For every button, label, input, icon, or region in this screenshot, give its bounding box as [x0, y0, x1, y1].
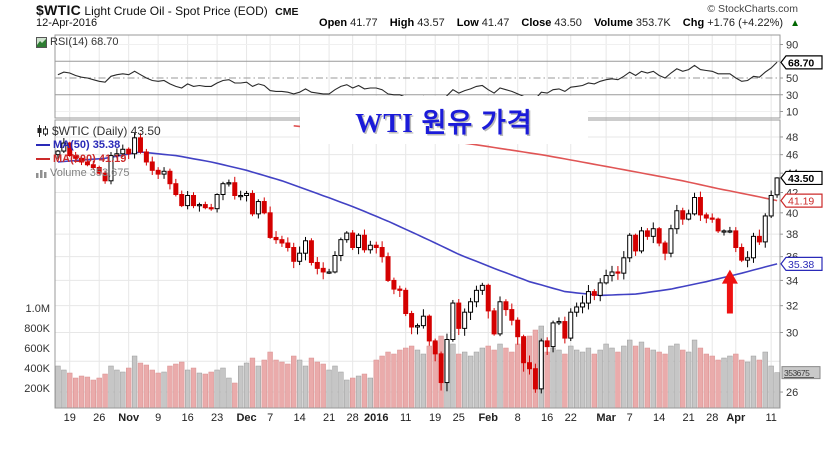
copyright-label: © StockCharts.com	[707, 3, 798, 15]
svg-text:Apr: Apr	[726, 412, 746, 424]
svg-text:10: 10	[786, 107, 798, 119]
chg-value: +1.76 (+4.22%)	[707, 17, 784, 29]
svg-text:48: 48	[786, 132, 798, 144]
last-price-box: 43.50	[780, 170, 823, 186]
svg-text:19: 19	[64, 412, 76, 424]
volume-bars-icon	[36, 170, 47, 178]
indicator-icon	[36, 36, 47, 48]
svg-text:40: 40	[786, 208, 798, 220]
svg-text:7: 7	[267, 412, 273, 424]
svg-text:32: 32	[786, 301, 798, 313]
svg-text:46: 46	[786, 150, 798, 162]
svg-text:22: 22	[565, 412, 577, 424]
svg-text:43.50: 43.50	[788, 173, 814, 185]
svg-text:Mar: Mar	[596, 412, 616, 424]
svg-text:25: 25	[453, 412, 465, 424]
svg-text:Nov: Nov	[118, 412, 140, 424]
close-value: 43.50	[554, 17, 582, 29]
chart-date: 12-Apr-2016	[36, 17, 98, 29]
svg-text:800K: 800K	[24, 323, 50, 335]
svg-text:11: 11	[765, 412, 776, 424]
svg-text:21: 21	[323, 412, 335, 424]
ma200-swatch	[36, 158, 50, 161]
instrument-name: Light Crude Oil - Spot Price (EOD)	[84, 4, 268, 18]
ma50-line	[57, 151, 778, 297]
svg-text:35.38: 35.38	[788, 259, 814, 271]
volume-value: 353.7K	[635, 17, 671, 29]
high-label: High	[389, 17, 415, 29]
svg-text:8: 8	[515, 412, 521, 424]
volume-label: Volume	[593, 17, 633, 29]
quote-summary: Open 41.77 High 43.57 Low 41.47 Close 43.50 …	[310, 17, 800, 29]
low-value: 41.47	[481, 17, 510, 29]
svg-text:600K: 600K	[24, 343, 50, 355]
svg-text:7: 7	[627, 412, 633, 424]
ma50-value-box: 35.38	[780, 256, 823, 271]
chart-title-line: $WTIC Light Crude Oil - Spot Price (EOD)…	[36, 2, 299, 18]
symbol-label: $WTIC	[36, 2, 82, 18]
svg-text:38: 38	[786, 229, 798, 241]
svg-text:23: 23	[211, 412, 223, 424]
svg-text:14: 14	[653, 412, 665, 424]
svg-text:34: 34	[786, 275, 798, 287]
axis-labels: 4846444240383634323026905030101.0M800K60…	[24, 40, 798, 425]
high-value: 43.57	[417, 17, 445, 29]
chg-label: Chg	[682, 17, 705, 29]
annotation-text: WTI 원유 가격	[355, 107, 533, 138]
exchange-label: CME	[275, 6, 299, 18]
svg-text:26: 26	[786, 387, 798, 399]
ma200-legend-label: MA(200) 41.19	[53, 153, 127, 165]
svg-text:19: 19	[429, 412, 441, 424]
volume-bars	[55, 325, 780, 409]
rsi-legend-label: RSI(14) 68.70	[50, 36, 119, 48]
change-up-icon: ▲	[790, 18, 800, 29]
svg-text:Dec: Dec	[236, 412, 256, 424]
open-value: 41.77	[350, 17, 378, 29]
symbol-legend-label: $WTIC (Daily) 43.50	[52, 124, 161, 138]
svg-text:21: 21	[683, 412, 695, 424]
buy-arrow-annotation	[721, 269, 738, 314]
open-label: Open	[319, 17, 348, 29]
svg-text:16: 16	[541, 412, 553, 424]
ma50-swatch	[36, 144, 50, 147]
svg-text:50: 50	[786, 73, 798, 85]
svg-text:16: 16	[181, 412, 193, 424]
close-label: Close	[521, 17, 552, 29]
candlestick-icon	[37, 125, 48, 137]
svg-text:11: 11	[400, 412, 411, 424]
svg-text:68.70: 68.70	[788, 57, 814, 69]
svg-text:30: 30	[786, 90, 798, 102]
svg-text:14: 14	[293, 412, 305, 424]
svg-text:90: 90	[786, 40, 798, 52]
svg-text:Feb: Feb	[478, 412, 498, 424]
annotation-overlay: WTI 원유 가격	[300, 96, 588, 144]
svg-text:9: 9	[155, 412, 161, 424]
volume-legend-label: Volume 353,675	[50, 167, 130, 179]
svg-text:200K: 200K	[24, 383, 50, 395]
svg-text:28: 28	[706, 412, 718, 424]
svg-text:41.19: 41.19	[788, 196, 814, 208]
volume-value-box: 353675	[781, 366, 821, 380]
ma200-value-box: 41.19	[780, 193, 823, 208]
svg-text:30: 30	[786, 328, 798, 340]
svg-text:400K: 400K	[24, 363, 50, 375]
svg-text:1.0M: 1.0M	[26, 303, 50, 315]
rsi-legend: RSI(14) 68.70	[36, 36, 118, 48]
svg-text:2016: 2016	[364, 412, 388, 424]
low-label: Low	[456, 17, 479, 29]
svg-text:26: 26	[93, 412, 105, 424]
candles	[55, 132, 780, 394]
rsi-value-box: 68.70	[780, 55, 823, 70]
ma50-legend-label: MA(50) 35.38	[53, 139, 121, 151]
svg-text:353675: 353675	[784, 368, 810, 378]
svg-text:28: 28	[347, 412, 359, 424]
price-legend: $WTIC (Daily) 43.50 MA(50) 35.38 MA(200)…	[36, 124, 161, 180]
